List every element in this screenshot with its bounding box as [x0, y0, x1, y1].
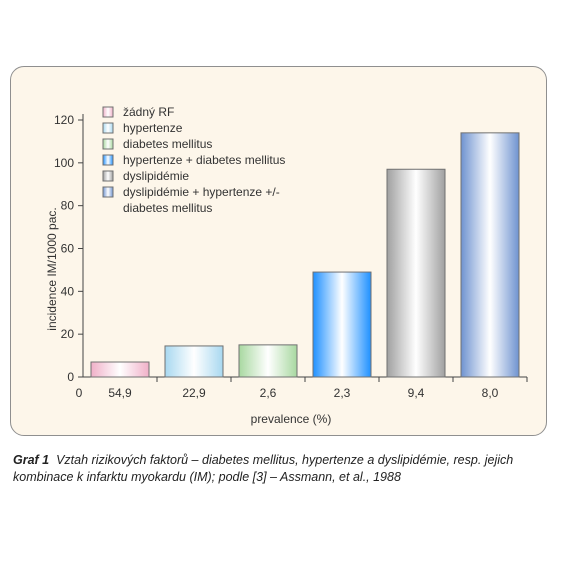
x-tick-label: 2,3 [334, 386, 351, 400]
legend-label: hypertenze [123, 121, 183, 135]
legend-label: dyslipidémie + hypertenze +/- [123, 185, 280, 199]
bar [90, 361, 150, 378]
y-tick-label: 60 [61, 242, 75, 256]
bar-chart: 0 20 40 60 80 100 120 0 54,9 22,9 2,6 2,3 9,4 8,0 žá… [45, 105, 528, 426]
legend-swatch [102, 106, 114, 118]
y-tick-label: 100 [54, 156, 74, 170]
y-tick-label: 0 [67, 370, 74, 384]
caption-label: Graf 1 [13, 453, 50, 467]
legend-label: diabetes mellitus [123, 201, 212, 215]
bar [460, 132, 520, 378]
x-tick-label: 54,9 [108, 386, 132, 400]
legend-swatch [102, 186, 114, 198]
y-tick-label: 80 [61, 199, 75, 213]
legend: žádný RF hypertenze diabetes mellitus hyper… [102, 105, 285, 215]
bar [238, 344, 298, 378]
bar [164, 345, 224, 378]
legend-label: žádný RF [123, 105, 174, 119]
caption-text: Vztah rizikových faktorů – diabetes mell… [13, 453, 514, 484]
bars: 54,9 22,9 2,6 2,3 9,4 8,0 [90, 132, 528, 400]
x-axis-title: prevalence (%) [251, 412, 332, 426]
y-axis-title: incidence IM/1000 pac. [45, 207, 59, 330]
x-tick-label: 8,0 [482, 386, 499, 400]
x-tick-label: 22,9 [182, 386, 206, 400]
legend-label: hypertenze + diabetes mellitus [123, 153, 285, 167]
legend-label: dyslipidémie [123, 169, 189, 183]
x-tick-label: 2,6 [260, 386, 277, 400]
y-tick-label: 120 [54, 113, 74, 127]
bar [386, 168, 446, 378]
legend-swatch [102, 138, 114, 150]
x-tick-label: 9,4 [408, 386, 425, 400]
legend-label: diabetes mellitus [123, 137, 212, 151]
y-tick-label: 20 [61, 327, 75, 341]
y-tick-label: 40 [61, 284, 75, 298]
x-origin-label: 0 [76, 386, 83, 400]
legend-swatch [102, 122, 114, 134]
figure-caption: Graf 1 Vztah rizikových faktorů – diabet… [13, 452, 543, 486]
legend-swatch [102, 170, 114, 182]
legend-swatch [102, 154, 114, 166]
bar [312, 271, 372, 378]
